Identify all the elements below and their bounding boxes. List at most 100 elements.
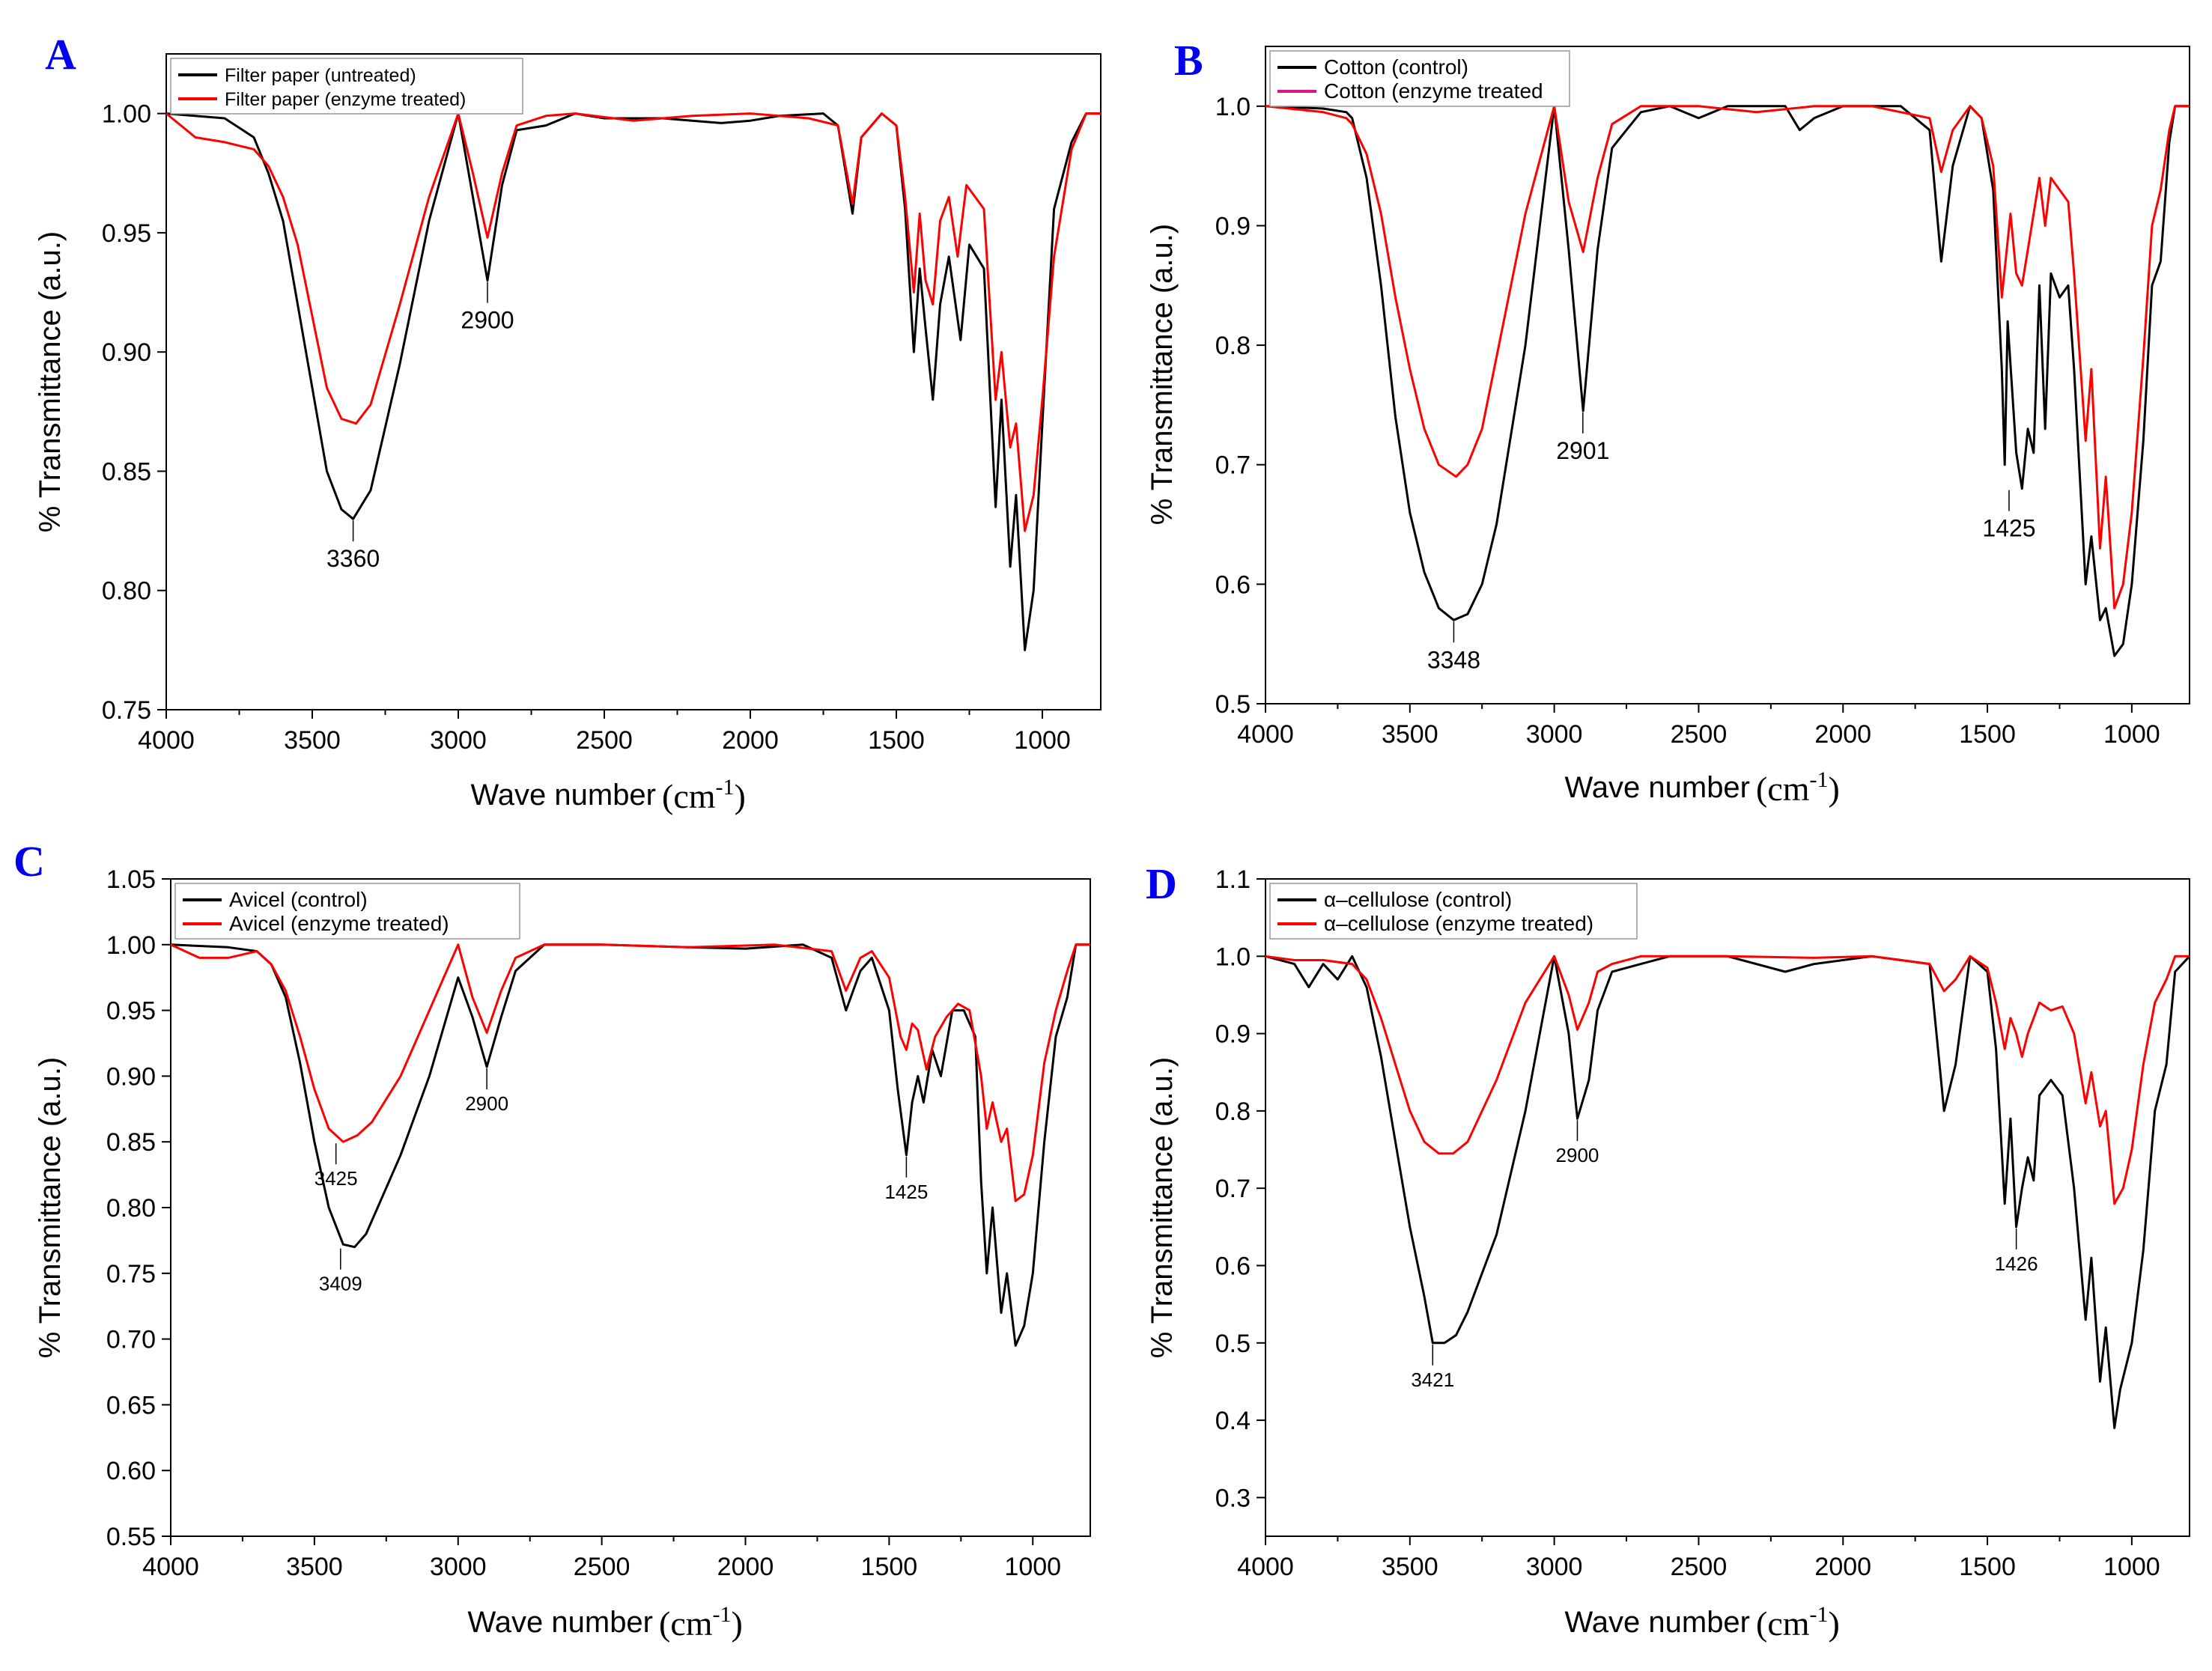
x-axis-unit-exponent: -1 bbox=[716, 775, 735, 800]
series-line-avicel-control bbox=[171, 943, 1090, 1347]
plot-frame bbox=[165, 53, 1102, 710]
legend-label: α–cellulose (control) bbox=[1324, 888, 1512, 911]
y-tick-label: 0.8 bbox=[1215, 1098, 1251, 1126]
series-line-alpha-cellulose-control bbox=[1265, 955, 2190, 1429]
x-tick-label: 3500 bbox=[284, 726, 341, 755]
peak-annotation: 3425 bbox=[315, 1167, 358, 1190]
y-tick-label: 1.0 bbox=[1215, 943, 1251, 971]
legend-box bbox=[1269, 883, 1638, 940]
legend-label: Avicel (enzyme treated) bbox=[229, 912, 449, 935]
x-axis-title: Wave number bbox=[468, 1606, 654, 1639]
x-tick-label: 2000 bbox=[1814, 1553, 1871, 1581]
y-tick-label: 0.65 bbox=[106, 1391, 156, 1419]
x-axis-unit: (cm-1) bbox=[662, 775, 746, 815]
y-tick-label: 1.0 bbox=[1215, 93, 1251, 121]
x-axis-unit: (cm-1) bbox=[1756, 767, 1840, 808]
y-tick-label: 0.4 bbox=[1215, 1407, 1251, 1435]
x-tick-label: 3000 bbox=[430, 726, 487, 755]
x-tick-label: 1000 bbox=[2103, 720, 2160, 749]
peak-annotation: 1425 bbox=[884, 1181, 928, 1203]
x-tick-label: 2500 bbox=[574, 1553, 631, 1581]
x-tick-label: 3000 bbox=[1526, 1553, 1583, 1581]
peak-annotation: 3348 bbox=[1427, 646, 1480, 673]
peak-annotation: 2900 bbox=[461, 307, 514, 334]
y-tick-label: 0.9 bbox=[1215, 212, 1251, 240]
x-axis-title: Wave number bbox=[471, 779, 657, 812]
series-line-alpha-cellulose-treated bbox=[1265, 955, 2190, 1205]
x-axis-unit-close: ) bbox=[1829, 770, 1840, 808]
chart-panel-d: D 4000 3500 3000 2500 2000 1500 1000 0.3 0.4 0.5 0.… bbox=[1146, 859, 2190, 1643]
y-tick-label: 1.00 bbox=[102, 100, 151, 129]
y-tick-label: 0.6 bbox=[1215, 1252, 1251, 1280]
chart-panel-b: B 4000 3500 3000 2500 2000 1500 1000 0.5 0.6 0.7 0.… bbox=[1146, 36, 2190, 808]
y-tick-label: 0.8 bbox=[1215, 332, 1251, 360]
legend-box bbox=[170, 58, 523, 115]
y-tick-label: 1.1 bbox=[1215, 865, 1251, 894]
y-axis-title: % Transmittance (a.u.) bbox=[1146, 1057, 1179, 1358]
y-tick-label: 0.85 bbox=[102, 457, 151, 486]
peak-annotation: 2901 bbox=[1556, 437, 1609, 464]
x-axis-unit-close: ) bbox=[1829, 1604, 1840, 1643]
x-axis-unit: (cm-1) bbox=[659, 1602, 743, 1643]
y-tick-label: 0.90 bbox=[102, 338, 151, 367]
panel-letter: B bbox=[1174, 36, 1203, 85]
series-line-filter-paper-treated bbox=[166, 112, 1101, 532]
y-tick-label: 0.60 bbox=[106, 1457, 156, 1485]
x-tick-label: 2000 bbox=[722, 726, 779, 755]
series-line-filter-paper-control bbox=[166, 112, 1101, 651]
y-tick-label: 0.3 bbox=[1215, 1484, 1251, 1512]
plot-frame bbox=[1265, 46, 2190, 704]
y-tick-label: 0.70 bbox=[106, 1326, 156, 1354]
series-line-cotton-control bbox=[1265, 105, 2190, 657]
y-tick-label: 0.75 bbox=[102, 696, 151, 725]
x-tick-label: 2000 bbox=[1814, 720, 1871, 749]
y-tick-label: 0.80 bbox=[102, 577, 151, 606]
x-tick-label: 3500 bbox=[1382, 720, 1438, 749]
x-tick-label: 1500 bbox=[861, 1553, 918, 1581]
x-tick-label: 2500 bbox=[576, 726, 633, 755]
x-tick-label: 1000 bbox=[1014, 726, 1071, 755]
peak-annotation: 3421 bbox=[1411, 1369, 1454, 1391]
plot-frame bbox=[170, 878, 1091, 1537]
x-tick-label: 2500 bbox=[1671, 1553, 1728, 1581]
y-axis-title: % Transmittance (a.u.) bbox=[34, 1057, 67, 1358]
y-axis-title: % Transmittance (a.u.) bbox=[1146, 224, 1179, 525]
x-tick-label: 4000 bbox=[1237, 720, 1294, 749]
chart-panel-c: C 4000 3500 3000 2500 2000 1500 1000 0.55 0.60 0.6… bbox=[13, 837, 1091, 1643]
x-tick-label: 2000 bbox=[717, 1553, 774, 1581]
x-tick-label: 3000 bbox=[1526, 720, 1583, 749]
series-line-cotton-treated bbox=[1265, 105, 2190, 609]
y-tick-label: 0.55 bbox=[106, 1523, 156, 1551]
y-tick-label: 1.05 bbox=[106, 865, 156, 894]
x-axis-unit-close: ) bbox=[735, 777, 746, 815]
x-tick-label: 4000 bbox=[1237, 1553, 1294, 1581]
y-tick-label: 0.95 bbox=[106, 997, 156, 1026]
plot-frame bbox=[1265, 878, 2190, 1537]
peak-annotation: 1425 bbox=[1982, 515, 2035, 542]
y-tick-label: 0.85 bbox=[106, 1128, 156, 1157]
y-tick-label: 0.80 bbox=[106, 1194, 156, 1223]
x-tick-label: 2500 bbox=[1671, 720, 1728, 749]
peak-annotation: 2900 bbox=[465, 1092, 508, 1115]
legend-label: Avicel (control) bbox=[229, 888, 368, 911]
panel-letter: A bbox=[45, 30, 76, 79]
peak-annotation: 2900 bbox=[1556, 1144, 1599, 1166]
x-tick-label: 1000 bbox=[2103, 1553, 2160, 1581]
panel-letter: C bbox=[13, 837, 45, 886]
legend-label: α–cellulose (enzyme treated) bbox=[1324, 912, 1593, 935]
x-axis-title: Wave number bbox=[1565, 1606, 1751, 1639]
x-axis-unit-exponent: -1 bbox=[1810, 767, 1829, 792]
panel-letter: D bbox=[1146, 859, 1177, 908]
legend-label: Cotton (enzyme treated bbox=[1324, 79, 1543, 103]
y-axis-title: % Transmittance (a.u.) bbox=[34, 231, 67, 532]
x-axis-unit-exponent: -1 bbox=[713, 1602, 732, 1627]
legend-box bbox=[1269, 50, 1570, 107]
x-tick-label: 1500 bbox=[1959, 720, 2016, 749]
y-tick-label: 0.5 bbox=[1215, 1330, 1251, 1358]
y-tick-label: 0.9 bbox=[1215, 1020, 1251, 1049]
peak-annotation: 1426 bbox=[1995, 1253, 2038, 1275]
peak-annotation: 3360 bbox=[326, 545, 380, 572]
legend-label: Cotton (control) bbox=[1324, 55, 1468, 79]
x-tick-label: 4000 bbox=[138, 726, 195, 755]
